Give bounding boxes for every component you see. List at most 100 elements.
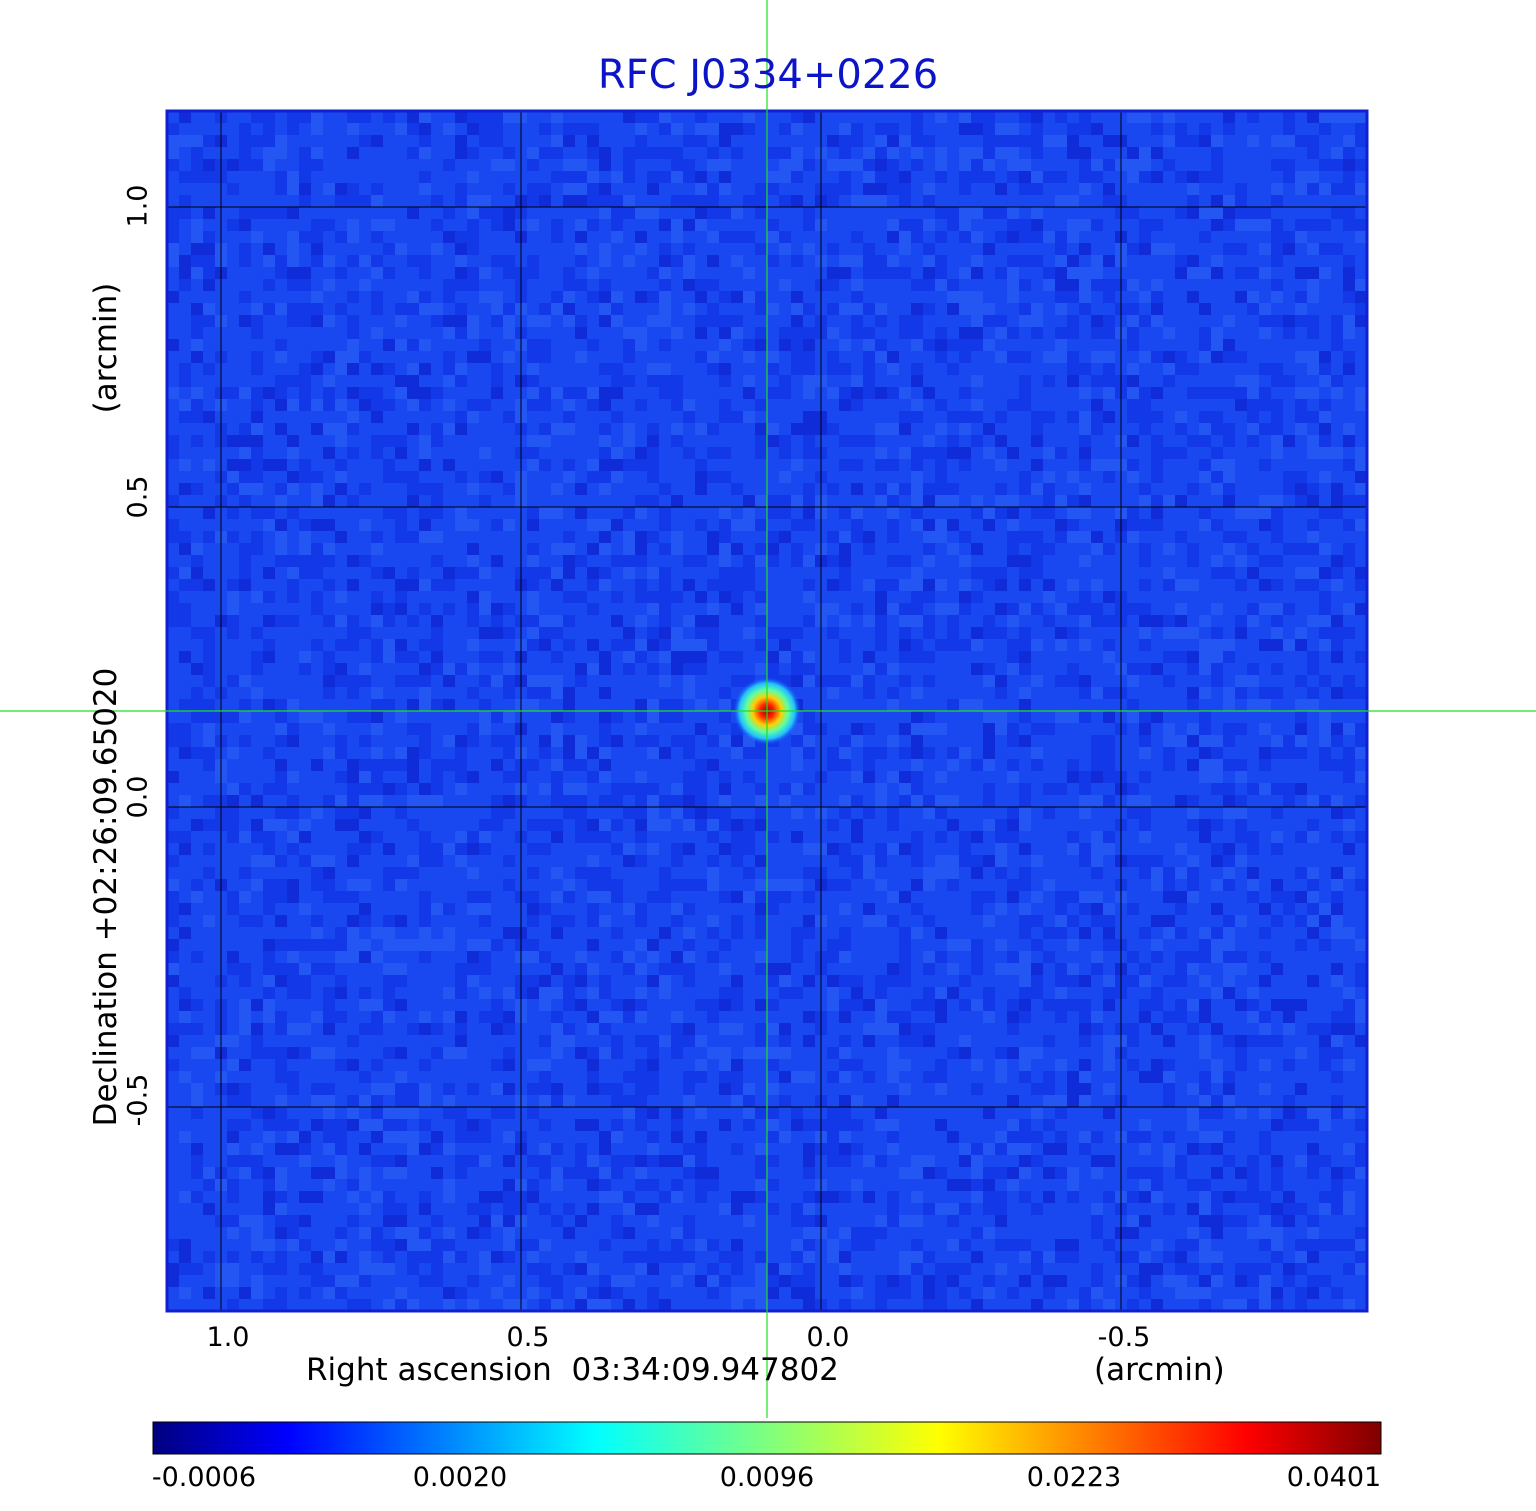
noise-pixel [647, 663, 659, 675]
noise-pixel [311, 1263, 323, 1275]
noise-pixel [1271, 1035, 1283, 1047]
noise-pixel [1043, 447, 1055, 459]
noise-pixel [599, 723, 611, 735]
noise-pixel [635, 291, 647, 303]
noise-pixel [959, 231, 971, 243]
noise-pixel [1259, 1011, 1271, 1023]
noise-pixel [923, 1275, 935, 1287]
noise-pixel [779, 1131, 791, 1143]
noise-pixel [371, 183, 383, 195]
noise-pixel [407, 1251, 419, 1263]
noise-pixel [599, 435, 611, 447]
noise-pixel [275, 375, 287, 387]
noise-pixel [623, 339, 635, 351]
noise-pixel [299, 1287, 311, 1299]
noise-pixel [395, 807, 407, 819]
noise-pixel [467, 555, 479, 567]
noise-pixel [335, 1251, 347, 1263]
noise-pixel [299, 831, 311, 843]
noise-pixel [1331, 507, 1343, 519]
noise-pixel [719, 363, 731, 375]
noise-pixel [683, 795, 695, 807]
noise-pixel [635, 399, 647, 411]
noise-pixel [635, 507, 647, 519]
noise-pixel [695, 183, 707, 195]
noise-pixel [1331, 375, 1343, 387]
noise-pixel [731, 1287, 743, 1299]
noise-pixel [179, 1239, 191, 1251]
noise-pixel [755, 327, 767, 339]
noise-pixel [647, 147, 659, 159]
noise-pixel [839, 1059, 851, 1071]
noise-pixel [1343, 315, 1355, 327]
noise-pixel [1343, 723, 1355, 735]
noise-pixel [1139, 399, 1151, 411]
noise-pixel [263, 639, 275, 651]
noise-pixel [671, 231, 683, 243]
noise-pixel [779, 639, 791, 651]
noise-pixel [1091, 687, 1103, 699]
noise-pixel [443, 1299, 455, 1311]
noise-pixel [575, 243, 587, 255]
noise-pixel [719, 519, 731, 531]
noise-pixel [611, 459, 623, 471]
noise-pixel [647, 1299, 659, 1311]
noise-pixel [383, 639, 395, 651]
noise-pixel [191, 819, 203, 831]
noise-pixel [863, 1227, 875, 1239]
noise-pixel [911, 1167, 923, 1179]
noise-pixel [1259, 1143, 1271, 1155]
noise-pixel [983, 759, 995, 771]
noise-pixel [1175, 447, 1187, 459]
noise-pixel [851, 855, 863, 867]
noise-pixel [599, 1011, 611, 1023]
noise-pixel [1067, 1299, 1079, 1311]
noise-pixel [875, 843, 887, 855]
noise-pixel [767, 831, 779, 843]
noise-pixel [251, 591, 263, 603]
noise-pixel [1199, 687, 1211, 699]
noise-pixel [683, 1023, 695, 1035]
noise-pixel [959, 747, 971, 759]
noise-pixel [383, 243, 395, 255]
noise-pixel [1223, 351, 1235, 363]
noise-pixel [647, 447, 659, 459]
noise-pixel [935, 867, 947, 879]
noise-pixel [1271, 1239, 1283, 1251]
noise-pixel [599, 867, 611, 879]
noise-pixel [599, 819, 611, 831]
noise-pixel [1307, 687, 1319, 699]
noise-pixel [251, 315, 263, 327]
noise-pixel [275, 783, 287, 795]
noise-pixel [1223, 423, 1235, 435]
noise-pixel [779, 327, 791, 339]
noise-pixel [1211, 879, 1223, 891]
noise-pixel [227, 819, 239, 831]
noise-pixel [1079, 1011, 1091, 1023]
noise-pixel [1295, 1239, 1307, 1251]
noise-pixel [359, 519, 371, 531]
noise-pixel [1307, 111, 1319, 123]
noise-pixel [587, 1011, 599, 1023]
noise-pixel [1127, 387, 1139, 399]
noise-pixel [239, 1287, 251, 1299]
noise-pixel [191, 327, 203, 339]
noise-pixel [1271, 423, 1283, 435]
noise-pixel [971, 147, 983, 159]
noise-pixel [1211, 1095, 1223, 1107]
noise-pixel [875, 1287, 887, 1299]
noise-pixel [167, 291, 179, 303]
noise-pixel [467, 411, 479, 423]
noise-pixel [1247, 291, 1259, 303]
noise-pixel [431, 759, 443, 771]
noise-pixel [359, 663, 371, 675]
noise-pixel [563, 915, 575, 927]
noise-pixel [563, 687, 575, 699]
noise-pixel [623, 663, 635, 675]
noise-pixel [275, 1047, 287, 1059]
noise-pixel [203, 1179, 215, 1191]
noise-pixel [347, 627, 359, 639]
noise-pixel [431, 303, 443, 315]
noise-pixel [275, 1095, 287, 1107]
noise-pixel [263, 567, 275, 579]
